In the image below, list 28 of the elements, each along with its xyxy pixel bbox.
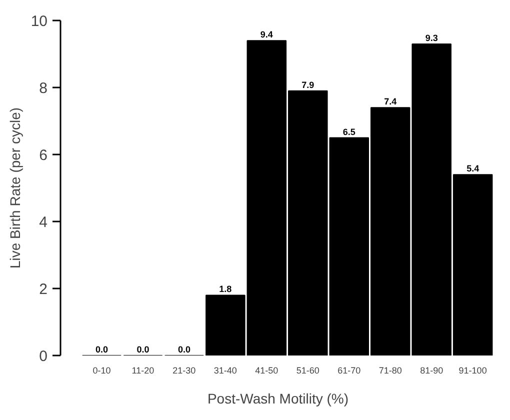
data-label: 9.3 bbox=[425, 32, 438, 43]
x-tick-label: 21-30 bbox=[172, 366, 196, 376]
data-label: 0.0 bbox=[178, 344, 190, 354]
data-label: 7.4 bbox=[384, 96, 397, 107]
x-tick-label: 61-70 bbox=[338, 366, 361, 376]
x-tick-label: 71-80 bbox=[378, 366, 402, 376]
x-tick-label: 91-100 bbox=[458, 366, 487, 376]
data-label: 9.4 bbox=[260, 30, 273, 40]
x-tick-label: 31-40 bbox=[214, 366, 237, 376]
y-tick-label: 8 bbox=[39, 80, 48, 97]
data-label: 0.0 bbox=[136, 344, 150, 354]
y-tick-label: 2 bbox=[39, 281, 48, 298]
data-label: 5.4 bbox=[466, 164, 480, 174]
x-tick-label: 11-20 bbox=[132, 366, 154, 376]
data-label: 0.0 bbox=[95, 344, 108, 354]
y-tick-label: 10 bbox=[30, 13, 48, 30]
x-tick-label: 0-10 bbox=[92, 366, 111, 376]
x-tick-label: 51-60 bbox=[296, 366, 320, 376]
y-tick-label: 4 bbox=[39, 214, 48, 231]
x-tick-label: 41-50 bbox=[255, 366, 278, 376]
y-axis-title: Live Birth Rate (per cycle) bbox=[6, 107, 23, 269]
data-label: 1.8 bbox=[219, 284, 232, 294]
y-tick-label: 0 bbox=[39, 348, 48, 365]
x-axis-title: Post-Wash Motility (%) bbox=[207, 390, 349, 406]
y-tick-label: 6 bbox=[39, 147, 48, 164]
data-label: 7.9 bbox=[302, 80, 314, 90]
data-label: 6.5 bbox=[342, 126, 356, 137]
x-tick-label: 81-90 bbox=[420, 366, 444, 376]
